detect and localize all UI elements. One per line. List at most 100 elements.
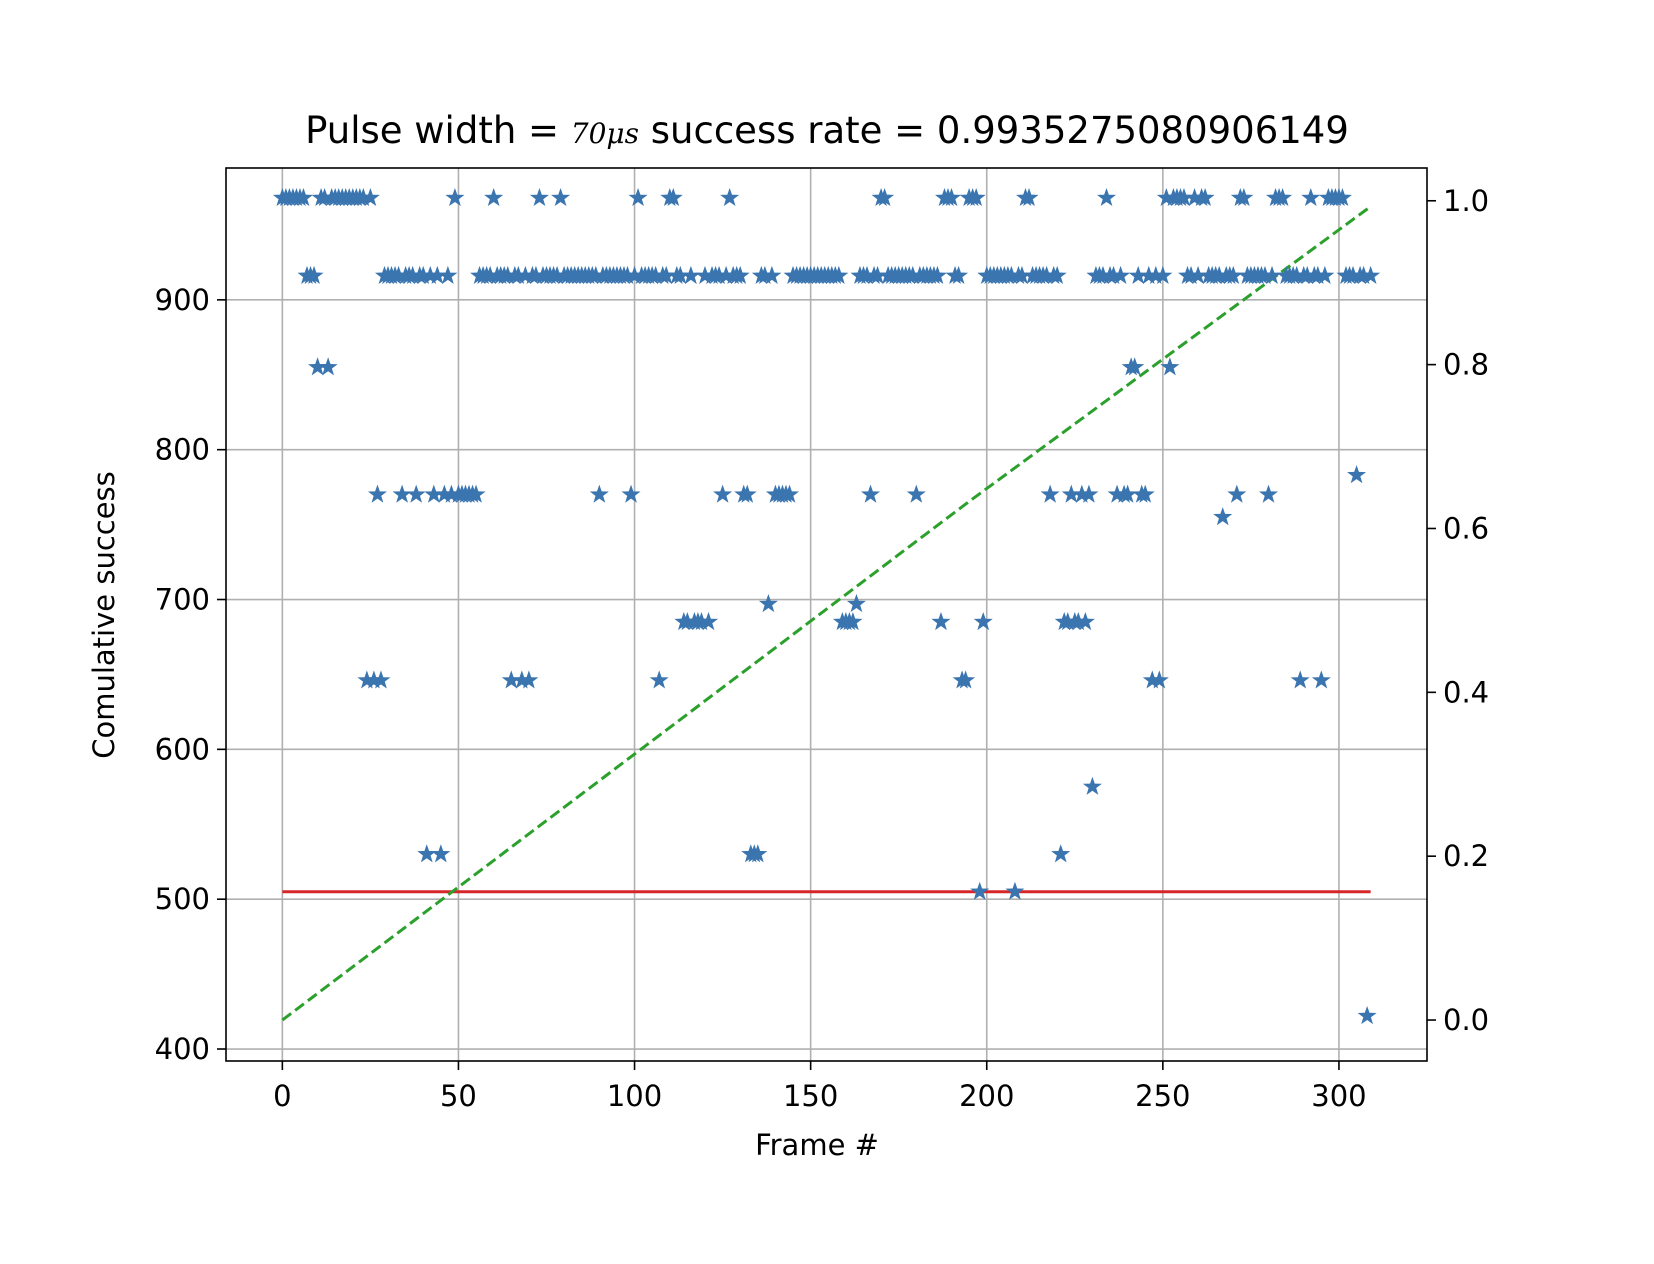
x-tick-label: 200 [959,1079,1014,1113]
y2-tick-label: 0.2 [1443,839,1489,873]
y-axis-right: 0.0 0.2 0.4 0.6 0.8 1.0 [1427,184,1489,1037]
y2-tick-label: 0.0 [1443,1003,1489,1037]
y-axis-label: Comulative success [87,471,121,759]
data-point [1259,484,1279,503]
data-point [949,265,969,284]
data-point [1135,484,1155,503]
data-point [1072,484,1092,503]
data-point [1068,611,1088,631]
data-point [441,484,461,503]
data-point [371,670,391,689]
data-point [903,265,923,284]
y-axis-left: 400 500 600 700 800 900 [155,283,226,1066]
data-point [1308,265,1328,284]
data-point [392,484,412,503]
x-tick-label: 150 [783,1079,838,1113]
data-point [353,187,373,207]
data-point [1125,357,1145,376]
data-point [308,357,328,376]
data-point [413,265,433,284]
x-axis-label: Frame # [755,1128,879,1162]
data-point [1001,265,1021,284]
data-point [1075,611,1095,631]
data-point [829,265,849,284]
data-point [966,187,986,207]
data-point [589,484,609,503]
data-point [1093,265,1113,284]
data-point [843,611,863,631]
data-point [403,265,423,284]
data-point [1315,265,1335,284]
data-point [1146,265,1166,284]
data-point [1118,484,1138,503]
x-tick-label: 250 [1135,1079,1190,1113]
data-point [315,187,335,207]
data-point [526,265,546,284]
data-point [906,484,926,503]
data-point [720,187,740,207]
data-point [1142,670,1162,689]
data-point [1297,265,1317,284]
data-point [466,484,486,503]
data-point [445,187,465,207]
data-point [1149,670,1169,689]
data-point [293,187,313,207]
data-point [713,484,733,503]
data-point [861,484,881,503]
data-point [1354,265,1374,284]
data-point [318,357,338,376]
data-point [551,187,571,207]
data-point [1058,611,1078,631]
data-point [1301,187,1321,207]
data-point [1287,265,1307,284]
data-point [1347,465,1367,484]
data-point [1012,265,1032,284]
data-point [1082,776,1102,795]
data-point [670,265,690,284]
data-point [942,187,962,207]
data-point [1128,265,1148,284]
chart-title: Pulse width = 70μs success rate = 0.9935… [305,109,1349,152]
data-point [304,265,324,284]
data-point [529,187,549,207]
x-axis: 0 50 100 150 200 250 300 [273,1061,1367,1113]
data-point [748,844,768,863]
dashed-trend-line [281,205,1372,1022]
data-point [406,484,426,503]
data-point [438,265,458,284]
data-point [716,265,736,284]
data-point [431,844,451,863]
data-point [364,670,384,689]
data-point [758,594,778,613]
data-point [1139,265,1159,284]
data-point [1273,187,1293,207]
data-point [868,265,888,284]
data-point [730,265,750,284]
data-point [780,484,800,503]
data-point [515,265,535,284]
data-point [857,265,877,284]
title-suffix: success rate = 0.9935275080906149 [639,109,1349,152]
data-point [1209,265,1229,284]
scatter-points [272,187,1381,1025]
data-point [737,484,757,503]
data-point [367,484,387,503]
data-point [1311,670,1331,689]
y-tick-label: 800 [155,433,210,467]
data-point [699,611,719,631]
data-point [501,670,521,689]
series-lines [281,205,1372,1022]
data-point [1174,187,1194,207]
data-point [424,484,444,503]
data-point [1185,187,1205,207]
data-point [1051,844,1071,863]
data-point [1227,484,1247,503]
data-point [1104,265,1124,284]
title-math: 70μs [571,117,639,150]
x-tick-label: 100 [607,1079,662,1113]
data-point [1061,484,1081,503]
y2-tick-label: 0.6 [1443,511,1489,545]
y-tick-label: 900 [155,283,210,317]
title-prefix: Pulse width = [305,109,571,152]
